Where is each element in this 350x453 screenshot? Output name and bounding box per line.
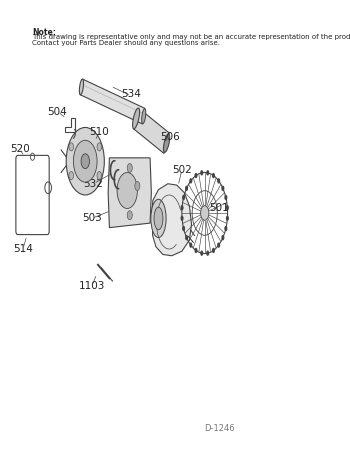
Circle shape [127,164,132,173]
Circle shape [224,226,228,231]
Circle shape [217,242,220,248]
Circle shape [195,248,197,253]
Text: D-1246: D-1246 [205,424,235,433]
Circle shape [182,195,185,200]
Text: 510: 510 [89,127,109,137]
Ellipse shape [79,79,84,95]
Circle shape [217,178,220,183]
Ellipse shape [163,134,170,152]
Circle shape [201,206,209,220]
Circle shape [189,178,193,183]
Circle shape [189,242,193,248]
Text: 503: 503 [82,213,102,223]
Text: 1103: 1103 [78,281,105,291]
Circle shape [185,186,188,191]
Text: 514: 514 [13,244,33,254]
Text: 501: 501 [209,203,229,213]
Polygon shape [108,158,151,227]
Circle shape [97,143,101,151]
Circle shape [69,172,74,180]
Circle shape [226,216,229,221]
Circle shape [81,154,90,169]
Ellipse shape [151,199,166,237]
Ellipse shape [133,108,140,129]
Text: 506: 506 [161,132,180,142]
Text: Contact your Parts Dealer should any questions arise.: Contact your Parts Dealer should any que… [32,40,220,46]
Circle shape [135,182,140,190]
Circle shape [221,235,224,241]
Polygon shape [80,79,145,124]
Circle shape [181,216,183,221]
Circle shape [181,205,183,210]
Text: Note:: Note: [32,28,56,37]
Circle shape [221,186,224,191]
Text: 532: 532 [83,179,103,189]
Circle shape [212,248,215,253]
Polygon shape [133,108,169,154]
Text: 502: 502 [172,165,192,175]
Circle shape [182,226,185,231]
Circle shape [212,173,215,178]
Circle shape [226,205,229,210]
Circle shape [185,235,188,241]
Circle shape [224,195,228,200]
Circle shape [117,173,138,208]
Text: 534: 534 [121,89,141,99]
Circle shape [195,173,197,178]
Circle shape [206,170,209,175]
Circle shape [200,170,203,175]
Circle shape [74,140,97,182]
Circle shape [200,251,203,256]
Polygon shape [151,184,191,256]
Ellipse shape [154,207,163,230]
Text: 504: 504 [48,107,67,117]
Circle shape [206,251,209,256]
Ellipse shape [142,109,146,124]
Circle shape [127,211,132,220]
Circle shape [66,127,104,195]
Circle shape [69,143,74,151]
Circle shape [97,172,101,180]
Text: 520: 520 [10,144,29,154]
Text: This drawing is representative only and may not be an accurate representation of: This drawing is representative only and … [32,34,350,40]
